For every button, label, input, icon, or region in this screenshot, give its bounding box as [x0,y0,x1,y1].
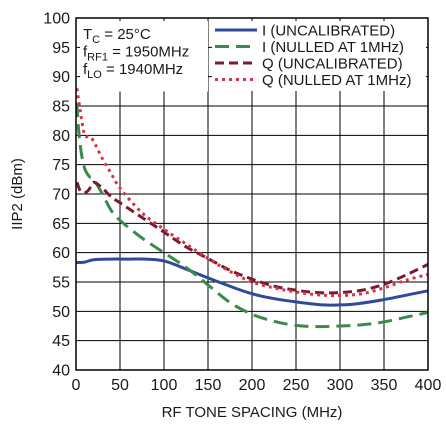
x-tick-label: 350 [371,377,398,394]
y-tick-label: 95 [52,40,70,57]
x-tick-label: 100 [151,377,178,394]
legend-background [212,21,426,91]
x-tick-label: 400 [415,377,442,394]
x-tick-label: 200 [239,377,266,394]
x-tick-label: 150 [195,377,222,394]
y-tick-label: 75 [52,157,70,174]
series-line-4 [75,88,429,298]
y-tick-label: 45 [52,333,70,350]
y-tick-label: 80 [52,128,70,145]
y-tick-label: 85 [52,99,70,116]
y-tick-label: 50 [52,304,70,321]
series-line-1 [75,257,429,307]
x-tick-label: 300 [327,377,354,394]
series-lines [75,88,429,329]
x-tick-label: 0 [72,377,81,394]
legend-label-3: Q (UNCALIBRATED) [262,56,403,73]
y-tick-label: 70 [52,187,70,204]
x-tick-label: 250 [283,377,310,394]
tick-labels: 0 50 100 150 200 250 300 350 400 40 45 50 55 60 65 70 75… [43,11,441,395]
x-axis-title: RF TONE SPACING (MHz) [162,404,343,421]
y-tick-label: 40 [52,363,70,380]
y-tick-label: 65 [52,216,70,233]
legend: I (UNCALIBRATED)I (NULLED AT 1MHz)Q (UNC… [212,21,426,91]
legend-label-4: Q (NULLED AT 1MHz) [262,72,411,89]
legend-label-2: I (NULLED AT 1MHz) [262,39,404,56]
y-tick-label: 60 [52,245,70,262]
annotation-line-3: fLO = 1940MHz [83,61,183,81]
annotation-line-1: TC = 25°C [83,26,151,46]
legend-label-1: I (UNCALIBRATED) [262,23,395,40]
annotation-line-2: fRF1 = 1950MHz [83,44,189,64]
y-tick-label: 55 [52,275,70,292]
x-tick-label: 50 [111,377,129,394]
y-axis-title: IIP2 (dBm) [9,158,26,230]
plot-frame [75,17,429,371]
series-line-3 [75,180,429,295]
y-tick-label: 90 [52,69,70,86]
annotation-background [80,21,208,92]
series-line-2 [75,102,429,329]
y-tick-label: 100 [43,11,70,28]
